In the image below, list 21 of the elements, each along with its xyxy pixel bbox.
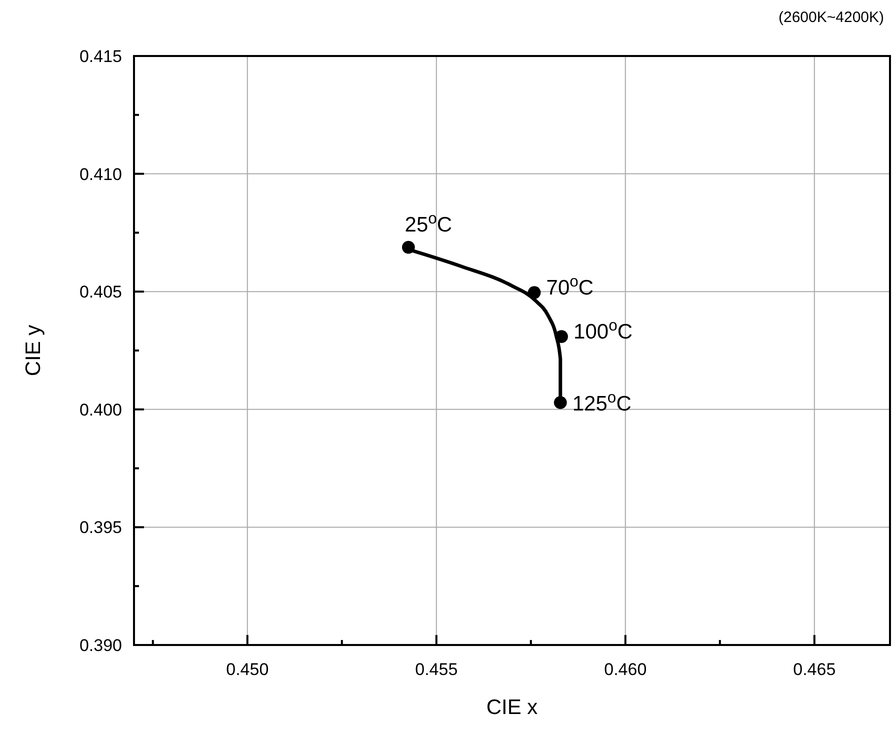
- point: [402, 240, 415, 254]
- text: (2600K~4200K): [778, 9, 884, 26]
- annotation: 70$^{o}$C: [546, 273, 594, 300]
- y-tick-label: 0.390: [79, 636, 122, 655]
- point: [528, 286, 541, 299]
- y-tick-label: 0.400: [79, 400, 122, 420]
- y-tick-label: 0.410: [79, 164, 122, 184]
- point: [554, 396, 567, 409]
- y-tick-label: 0.395: [79, 518, 122, 538]
- annotation: 100$^{o}$C: [574, 317, 632, 344]
- annotation: 125$^{o}$C: [572, 389, 632, 416]
- x-tick-label: 0.455: [415, 660, 458, 679]
- y-axis-title: CIE y: [22, 324, 45, 376]
- y-tick-label: 0.415: [79, 46, 122, 66]
- x-tick-label: 0.460: [604, 660, 647, 679]
- x-tick-label: 0.450: [226, 660, 269, 679]
- x-axis-title: CIE x: [486, 696, 538, 719]
- x-tick-label: 0.465: [793, 660, 836, 679]
- annotation: 25$^{o}$C: [404, 210, 452, 236]
- point: [555, 330, 568, 344]
- y-tick-label: 0.405: [79, 282, 122, 302]
